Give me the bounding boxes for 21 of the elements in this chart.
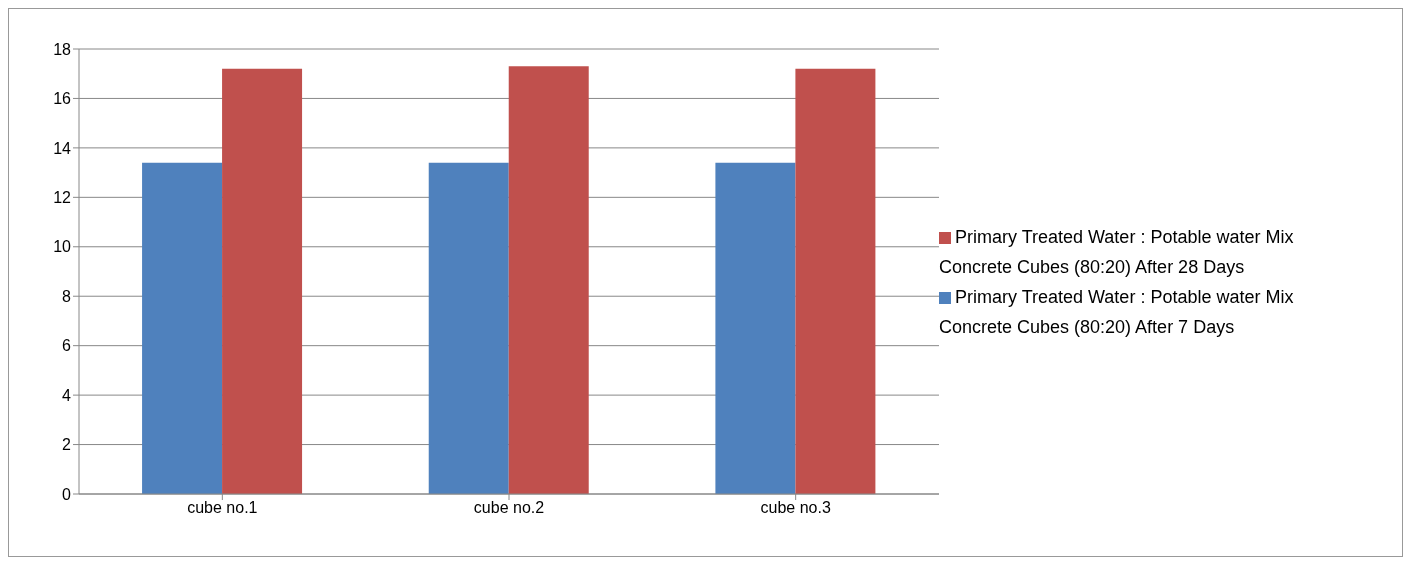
y-tick-label: 4 [62,386,72,404]
bar [142,162,223,494]
bar [222,68,303,494]
y-tick-label: 8 [62,287,72,305]
y-tick-label: 6 [62,337,72,355]
y-tick-label: 14 [53,139,72,157]
x-tick-label: cube no.2 [473,499,545,517]
bar [508,66,589,494]
y-tick-label: 16 [53,90,72,108]
legend-label: Primary Treated Water : Potable water Mix Concrete Cubes (80:20) After 28 Days [939,226,1294,277]
y-tick-label: 2 [62,436,72,454]
y-tick-label: 0 [62,485,72,503]
legend-label: Primary Treated Water : Potable water Mix Concrete Cubes (80:20) After 7 Days [939,286,1294,337]
bar [428,162,509,494]
bar [715,162,796,494]
y-tick-label: 18 [53,40,72,58]
x-tick-label: cube no.3 [760,499,831,517]
y-tick-label: 12 [53,189,72,207]
x-tick-label: cube no.1 [187,499,258,517]
bar [795,68,876,494]
y-tick-label: 10 [53,238,72,256]
